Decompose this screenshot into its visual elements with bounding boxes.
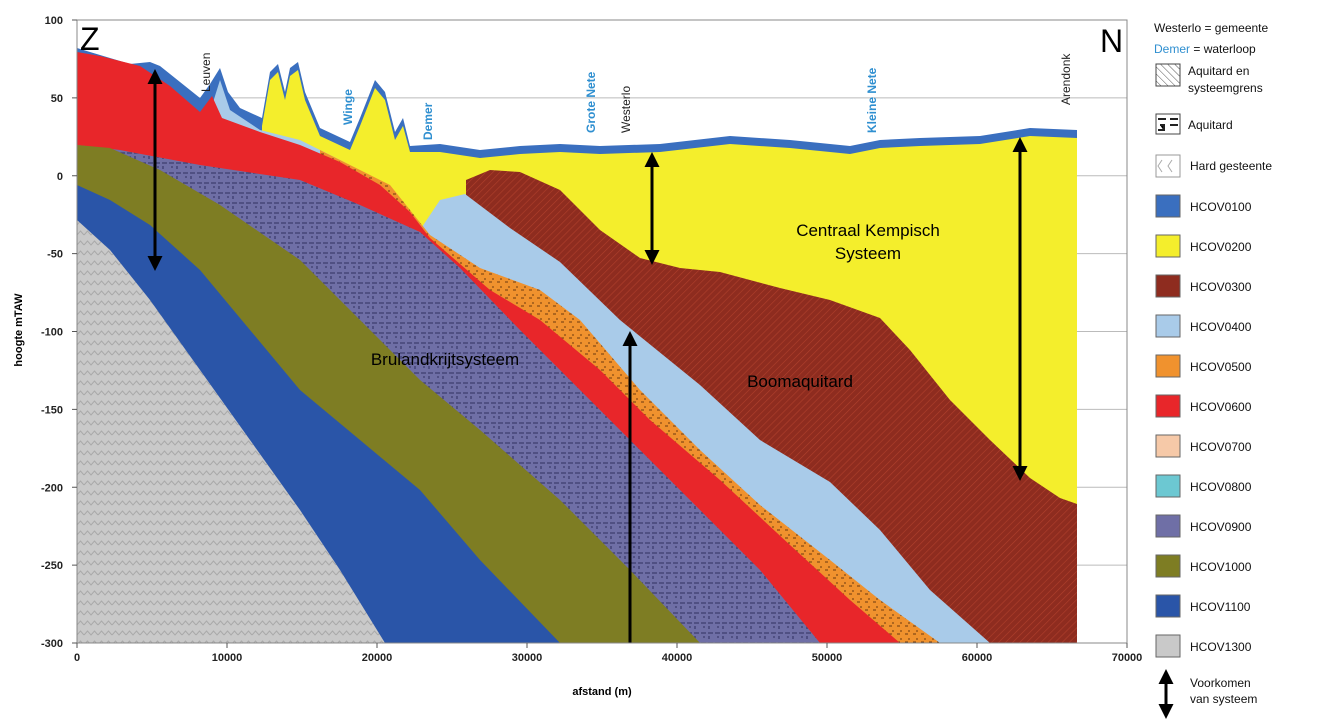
legend-swatch bbox=[1155, 314, 1181, 338]
legend-label: HCOV0400 bbox=[1190, 320, 1252, 334]
region-label: Boomaquitard bbox=[747, 372, 853, 391]
legend-waterloop: Demer bbox=[1154, 42, 1190, 56]
legend-label: HCOV0200 bbox=[1190, 240, 1252, 254]
legend-text: = waterloop bbox=[1190, 42, 1256, 56]
y-tick-label: 50 bbox=[51, 93, 63, 105]
x-tick-label: 30000 bbox=[512, 652, 543, 664]
place-label: Arendonk bbox=[1059, 53, 1073, 105]
legend-swatch bbox=[1155, 234, 1181, 258]
x-tick-label: 40000 bbox=[662, 652, 693, 664]
arrows bbox=[147, 69, 1028, 643]
y-tick-label: -200 bbox=[41, 482, 63, 494]
legend-label: HCOV0800 bbox=[1190, 480, 1252, 494]
corner-label: Z bbox=[80, 21, 100, 57]
legend-text: van systeem bbox=[1190, 692, 1257, 706]
legend-label: HCOV1000 bbox=[1190, 560, 1252, 574]
x-axis-label: afstand (m) bbox=[572, 686, 632, 698]
place-label: Winge bbox=[341, 89, 355, 125]
legend-text: Hard gesteente bbox=[1190, 159, 1272, 173]
legend-text: Westerlo = gemeente bbox=[1154, 21, 1269, 35]
y-tick-label: 100 bbox=[45, 15, 63, 27]
place-label: Leuven bbox=[199, 53, 213, 92]
y-tick-label: -100 bbox=[41, 327, 63, 339]
layers bbox=[77, 48, 1077, 643]
legend-label: HCOV0600 bbox=[1190, 400, 1252, 414]
legend-swatch bbox=[1155, 394, 1181, 418]
x-tick-label: 60000 bbox=[962, 652, 993, 664]
legend-label: HCOV1300 bbox=[1190, 640, 1252, 654]
x-tick-label: 50000 bbox=[812, 652, 843, 664]
legend: Westerlo = gemeente Demer = waterloop Aq… bbox=[1154, 21, 1272, 719]
legend-swatch bbox=[1155, 63, 1181, 87]
legend-label: HCOV0500 bbox=[1190, 360, 1252, 374]
legend-text: Voorkomen bbox=[1190, 676, 1251, 690]
legend-units: HCOV0100 HCOV0200 HCOV0300 HCOV0400 HCOV0500… bbox=[1155, 194, 1252, 658]
x-tick-label: 20000 bbox=[362, 652, 393, 664]
y-tick-label: 0 bbox=[57, 171, 63, 183]
legend-label: HCOV0900 bbox=[1190, 520, 1252, 534]
legend-swatch bbox=[1155, 514, 1181, 538]
legend-label: HCOV1100 bbox=[1190, 600, 1251, 614]
legend-swatch bbox=[1155, 274, 1181, 298]
legend-text: systeemgrens bbox=[1188, 81, 1263, 95]
legend-swatch bbox=[1155, 634, 1181, 658]
region-label: Systeem bbox=[835, 244, 901, 263]
place-label: Grote Nete bbox=[584, 71, 598, 133]
axis-ticks: 0 10000 20000 30000 40000 50000 60000 70000 100 5… bbox=[41, 15, 1142, 664]
y-tick-label: -250 bbox=[41, 560, 63, 572]
region-label: Centraal Kempisch bbox=[796, 221, 940, 240]
legend-swatch bbox=[1158, 118, 1178, 131]
legend-swatch bbox=[1155, 594, 1181, 618]
place-label: Westerlo bbox=[619, 86, 633, 133]
place-label: Demer bbox=[421, 102, 435, 140]
x-tick-label: 0 bbox=[74, 652, 80, 664]
x-tick-label: 10000 bbox=[212, 652, 243, 664]
y-axis-label: hoogte mTAW bbox=[13, 293, 25, 367]
legend-swatch bbox=[1155, 194, 1181, 218]
legend-swatch bbox=[1155, 554, 1181, 578]
legend-swatch bbox=[1155, 354, 1181, 378]
legend-swatch bbox=[1157, 159, 1173, 173]
y-tick-label: -300 bbox=[41, 638, 63, 650]
legend-label: HCOV0100 bbox=[1190, 200, 1252, 214]
legend-label: HCOV0700 bbox=[1190, 440, 1252, 454]
y-tick-label: -150 bbox=[41, 404, 63, 416]
legend-text: Aquitard bbox=[1188, 118, 1233, 132]
region-label: Brulandkrijtsysteem bbox=[371, 350, 519, 369]
place-label: Kleine Nete bbox=[865, 67, 879, 133]
legend-swatch bbox=[1155, 434, 1181, 458]
legend-text: Aquitard en bbox=[1188, 64, 1249, 78]
legend-swatch bbox=[1155, 474, 1181, 498]
legend-text: Demer = waterloop bbox=[1154, 42, 1256, 56]
layer-hcov1300 bbox=[77, 220, 385, 643]
corner-label: N bbox=[1100, 23, 1123, 59]
legend-label: HCOV0300 bbox=[1190, 280, 1252, 294]
x-tick-label: 70000 bbox=[1112, 652, 1143, 664]
y-tick-label: -50 bbox=[47, 249, 63, 261]
place-labels: Leuven Winge Demer Grote Nete Westerlo Kleine… bbox=[199, 53, 1073, 140]
